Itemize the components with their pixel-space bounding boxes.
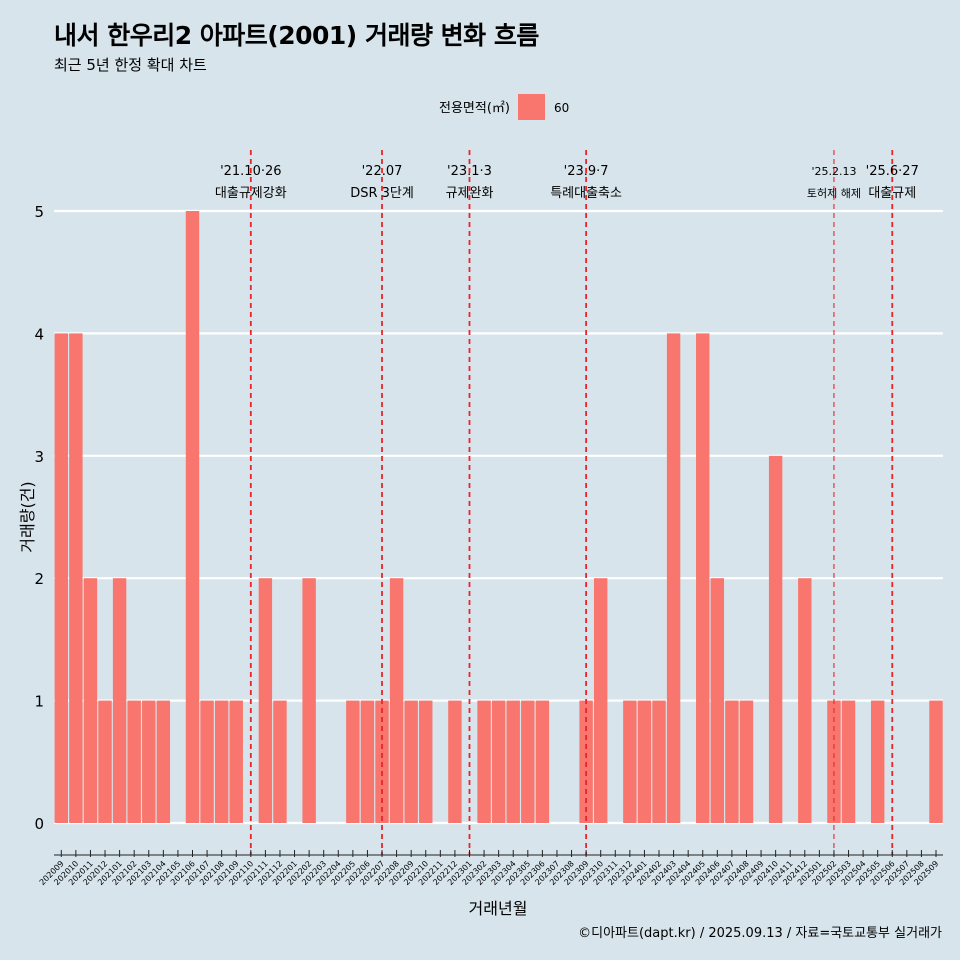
bar xyxy=(593,578,608,823)
bar xyxy=(98,700,112,823)
y-tick-label: 0 xyxy=(34,815,44,833)
y-tick-label: 3 xyxy=(34,448,44,466)
bar xyxy=(83,578,98,823)
bar xyxy=(870,700,885,823)
event-date: '23.1·3 xyxy=(447,164,492,179)
bar xyxy=(229,700,243,823)
bar xyxy=(725,700,739,823)
bar xyxy=(739,700,754,823)
y-axis-title: 거래량(건) xyxy=(18,481,37,552)
bar xyxy=(156,700,171,823)
event-date: '22.07 xyxy=(362,164,403,179)
bar xyxy=(258,578,273,823)
bar xyxy=(521,700,535,823)
bar xyxy=(827,700,841,823)
bar xyxy=(404,700,418,823)
event-date: '21.10·26 xyxy=(220,164,281,179)
bar xyxy=(389,578,404,823)
bar xyxy=(185,211,200,823)
bar xyxy=(54,333,68,823)
y-tick-label: 5 xyxy=(34,203,44,221)
y-tick-label: 4 xyxy=(34,325,44,343)
y-tick-label: 1 xyxy=(34,693,44,711)
event-label: 규제완화 xyxy=(446,186,494,201)
bar xyxy=(69,333,83,823)
event-label: 대출규제강화 xyxy=(215,186,287,201)
bar xyxy=(360,700,375,823)
chart-subtitle: 최근 5년 한정 확대 차트 xyxy=(54,56,207,74)
bar xyxy=(710,578,725,823)
chart-title: 내서 한우리2 아파트(2001) 거래량 변화 흐름 xyxy=(54,21,539,50)
bar xyxy=(666,333,681,823)
event-annotations: '21.10·26 대출규제강화 '22.07 DSR 3단계 '23.1·3 규제완화 '… xyxy=(215,164,919,201)
event-lines xyxy=(249,150,894,855)
legend-title: 전용면적(㎡) xyxy=(439,101,510,116)
x-axis-title: 거래년월 xyxy=(469,899,528,918)
bar xyxy=(929,700,943,823)
bar xyxy=(841,700,856,823)
bar xyxy=(142,700,156,823)
bar xyxy=(200,700,214,823)
event-label: 특례대출축소 xyxy=(550,186,622,201)
event-label: DSR 3단계 xyxy=(350,186,414,201)
bar xyxy=(623,700,637,823)
bar xyxy=(273,700,287,823)
bar xyxy=(375,700,389,823)
bar xyxy=(477,700,491,823)
bar xyxy=(798,578,812,823)
bar xyxy=(535,700,550,823)
bar xyxy=(491,700,506,823)
y-axis-ticks: 0 1 2 3 4 5 xyxy=(34,203,44,833)
bar xyxy=(696,333,710,823)
bar xyxy=(127,700,141,823)
event-date: '25.2.13 xyxy=(811,165,856,178)
legend-label: 60 xyxy=(554,101,569,115)
event-label: 토허제 해제 xyxy=(807,186,861,200)
bar xyxy=(112,578,127,823)
source-caption: ©디아파트(dapt.kr) / 2025.09.13 / 자료=국토교통부 실… xyxy=(578,926,942,941)
legend: 전용면적(㎡) 60 xyxy=(439,94,569,120)
bar xyxy=(637,700,652,823)
event-date: '25.6·27 xyxy=(866,164,919,179)
bar xyxy=(302,578,316,823)
y-tick-label: 2 xyxy=(34,570,44,588)
bars xyxy=(54,211,943,823)
bar xyxy=(652,700,666,823)
bar xyxy=(419,700,433,823)
bar xyxy=(346,700,360,823)
bar xyxy=(579,700,593,823)
bar xyxy=(506,700,520,823)
event-label: 대출규제 xyxy=(868,186,916,201)
bar xyxy=(768,455,783,823)
bar xyxy=(448,700,462,823)
event-date: '23.9·7 xyxy=(564,164,609,179)
x-axis: 2020092020102020112020122021012021022021… xyxy=(38,850,943,887)
bar xyxy=(214,700,229,823)
legend-swatch xyxy=(518,94,545,120)
